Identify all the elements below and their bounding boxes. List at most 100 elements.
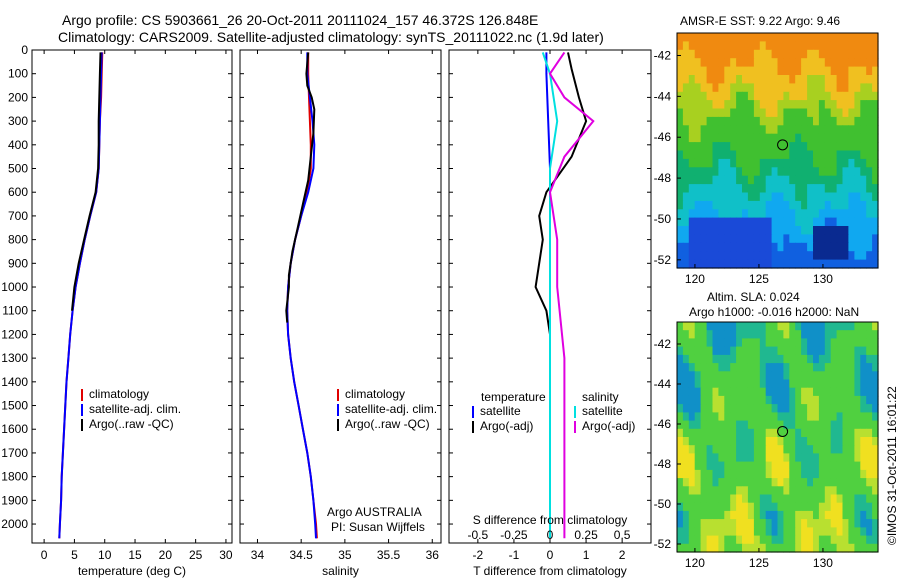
map-cell — [807, 437, 814, 446]
map-cell — [807, 33, 814, 42]
map-cell — [813, 125, 820, 135]
map-cell — [682, 354, 690, 364]
map-cell — [682, 535, 690, 545]
y-tick-label: 500 — [8, 162, 28, 176]
map-cell — [866, 387, 873, 397]
map-cell — [765, 217, 773, 227]
map-cell — [836, 478, 844, 487]
map-cell — [824, 167, 832, 177]
map-cell — [677, 142, 684, 152]
map-cell — [836, 158, 844, 168]
map-cell — [765, 133, 773, 143]
map-cell — [694, 167, 702, 177]
map-cell — [777, 338, 784, 348]
map-cell — [836, 395, 844, 405]
map-cell — [860, 502, 867, 512]
map-cell — [795, 184, 802, 194]
map-cell — [677, 338, 684, 348]
map-cell — [736, 192, 743, 202]
map-cell — [795, 404, 802, 413]
map-cell — [694, 200, 702, 210]
map-cell — [718, 445, 725, 454]
map-cell — [818, 226, 826, 235]
map-cell — [688, 100, 696, 110]
map-cell — [730, 116, 737, 126]
map-cell — [730, 242, 737, 252]
map-cell — [747, 242, 755, 252]
map-cell — [759, 519, 767, 528]
series-difference-1 — [534, 52, 588, 335]
map-cell — [813, 346, 820, 356]
map-cell — [759, 259, 767, 269]
map-cell — [688, 158, 696, 168]
map-cell — [801, 404, 808, 413]
map-cell — [677, 461, 684, 471]
map-cell — [700, 379, 708, 389]
map-cell — [813, 527, 820, 537]
map-cell — [736, 184, 743, 194]
map-cell — [848, 420, 855, 430]
x-tick-label: 15 — [128, 548, 142, 562]
map-cell — [818, 259, 826, 269]
x-tick-label-s: 0.5 — [614, 528, 631, 542]
map-cell — [836, 404, 844, 413]
map-cell — [753, 395, 761, 405]
map-cell — [677, 167, 684, 177]
map-cell — [730, 66, 737, 76]
map-cell — [759, 445, 767, 454]
map-cell — [765, 395, 773, 405]
x-tick-label: 30 — [219, 548, 233, 562]
map-cell — [694, 209, 702, 219]
map-cell — [872, 469, 879, 479]
map-cell — [706, 175, 714, 185]
map-cell — [836, 184, 844, 194]
map-cell — [682, 167, 690, 177]
map-cell — [777, 461, 784, 471]
map-cell — [795, 226, 802, 235]
map-cell — [795, 510, 802, 520]
map-cell — [712, 200, 719, 210]
map-cell — [824, 116, 832, 126]
map-cell — [807, 259, 814, 269]
map-cell — [777, 259, 784, 269]
map-cell — [860, 486, 867, 496]
map-cell — [688, 338, 696, 348]
map-cell — [753, 510, 761, 520]
map-cell — [866, 175, 873, 185]
map-cell — [813, 453, 820, 463]
map-cell — [777, 420, 784, 430]
map-cell — [759, 535, 767, 545]
map-cell — [700, 412, 708, 422]
map-cell — [807, 184, 814, 194]
map-cell — [747, 142, 755, 152]
map-cell — [783, 379, 790, 389]
map-cell — [801, 108, 808, 118]
map-cell — [700, 133, 708, 143]
map-cell — [789, 217, 796, 227]
map-cell — [742, 58, 749, 68]
series-difference-3 — [548, 51, 595, 539]
map-cell — [765, 346, 773, 356]
map-cell — [807, 66, 814, 76]
map-cell — [765, 91, 773, 101]
map-cell — [718, 346, 725, 356]
map-cell — [718, 502, 725, 512]
map-cell — [872, 428, 879, 438]
map-cell — [747, 158, 755, 168]
map-cell — [694, 192, 702, 202]
map-cell — [730, 354, 737, 364]
x-tick-label: 34 — [251, 548, 265, 562]
map-cell — [789, 412, 796, 422]
map-cell — [789, 184, 796, 194]
map-cell — [742, 535, 749, 545]
map-cell — [824, 420, 832, 430]
map-cell — [807, 100, 814, 110]
x-axis-label: T difference from climatology — [473, 564, 627, 578]
map-cell — [801, 502, 808, 512]
map-cell — [742, 108, 749, 118]
map-cell — [712, 387, 719, 397]
map-cell — [712, 404, 719, 413]
map-cell — [688, 502, 696, 512]
map-cell — [688, 91, 696, 101]
map-cell — [830, 395, 838, 405]
